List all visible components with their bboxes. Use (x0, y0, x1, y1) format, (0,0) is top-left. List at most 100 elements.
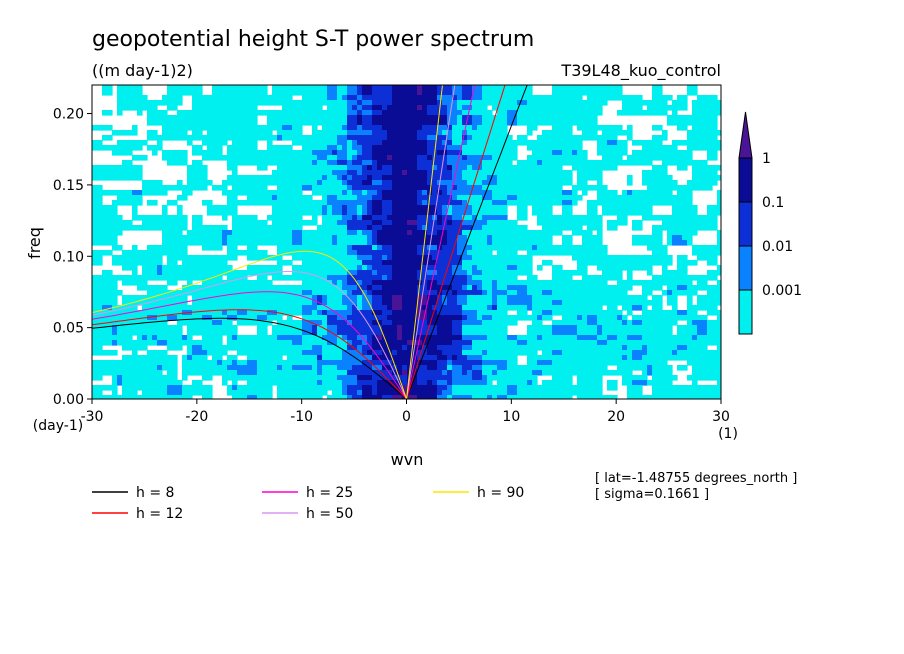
heatmap-cell (342, 235, 348, 241)
heatmap-cell (637, 225, 643, 231)
heatmap-cell (232, 325, 238, 331)
heatmap-cell (547, 110, 553, 116)
heatmap-cell (642, 310, 648, 316)
heatmap-cell (502, 145, 508, 151)
heatmap-cell (352, 185, 358, 191)
heatmap-cell (627, 260, 633, 266)
heatmap-cell (142, 295, 148, 301)
heatmap-cell (412, 90, 418, 96)
heatmap-cell (162, 230, 168, 236)
heatmap-cell (127, 295, 133, 301)
heatmap-cell (157, 145, 163, 151)
heatmap-cell (582, 155, 588, 161)
heatmap-cell (197, 160, 203, 166)
heatmap-cell (257, 165, 263, 171)
heatmap-cell (567, 125, 573, 131)
heatmap-cell (307, 135, 313, 141)
heatmap-cell (562, 145, 568, 151)
heatmap-cell (382, 90, 388, 96)
heatmap-cell (582, 165, 588, 171)
heatmap-cell (337, 215, 343, 221)
heatmap-cell (717, 145, 721, 151)
heatmap-cell (707, 105, 713, 111)
heatmap-cell (682, 200, 688, 206)
heatmap-cell (212, 290, 218, 296)
heatmap-cell (407, 115, 413, 121)
heatmap-cell (417, 175, 423, 181)
heatmap-cell (307, 100, 313, 106)
heatmap-cell (567, 310, 573, 316)
heatmap-cell (147, 215, 153, 221)
heatmap-cell (442, 320, 448, 326)
heatmap-cell (682, 155, 688, 161)
heatmap-cell (402, 135, 408, 141)
heatmap-cell (132, 190, 138, 196)
heatmap-cell (337, 85, 343, 91)
heatmap-cell (207, 120, 213, 126)
heatmap-cell (602, 300, 608, 306)
heatmap-cell (532, 275, 538, 281)
heatmap-cell (627, 155, 633, 161)
heatmap-cell (197, 175, 203, 181)
heatmap-cell (432, 275, 438, 281)
heatmap-cell (332, 130, 338, 136)
heatmap-cell (612, 220, 618, 226)
heatmap-cell (702, 100, 708, 106)
heatmap-cell (387, 115, 393, 121)
heatmap-cell (432, 100, 438, 106)
heatmap-cell (322, 310, 328, 316)
heatmap-cell (212, 320, 218, 326)
heatmap-cell (202, 275, 208, 281)
heatmap-cell (292, 250, 298, 256)
heatmap-cell (717, 285, 721, 291)
heatmap-cell (547, 180, 553, 186)
heatmap-cell (552, 120, 558, 126)
heatmap-cell (542, 280, 548, 286)
heatmap-cell (597, 285, 603, 291)
heatmap-cell (577, 165, 583, 171)
heatmap-cell (497, 285, 503, 291)
heatmap-cell (512, 280, 518, 286)
heatmap-cell (707, 320, 713, 326)
heatmap-cell (652, 310, 658, 316)
heatmap-cell (272, 180, 278, 186)
heatmap-cell (587, 135, 593, 141)
heatmap-cell (527, 275, 533, 281)
heatmap-cell (252, 235, 258, 241)
heatmap-cell (547, 220, 553, 226)
heatmap-cell (587, 310, 593, 316)
heatmap-cell (377, 105, 383, 111)
heatmap-cell (117, 325, 123, 331)
heatmap-cell (377, 155, 383, 161)
heatmap-cell (272, 210, 278, 216)
heatmap-cell (677, 310, 683, 316)
heatmap-cell (302, 95, 308, 101)
heatmap-cell (327, 315, 333, 321)
heatmap-cell (482, 290, 488, 296)
heatmap-cell (387, 140, 393, 146)
heatmap-cell (447, 150, 453, 156)
heatmap-cell (297, 200, 303, 206)
heatmap-cell (587, 280, 593, 286)
heatmap-cell (497, 240, 503, 246)
heatmap-cell (492, 305, 498, 311)
heatmap-cell (652, 225, 658, 231)
heatmap-cell (427, 95, 433, 101)
heatmap-cell (102, 235, 108, 241)
heatmap-cell (567, 100, 573, 106)
heatmap-cell (697, 135, 703, 141)
heatmap-cell (647, 150, 653, 156)
heatmap-cell (707, 220, 713, 226)
heatmap-cell (647, 235, 653, 241)
heatmap-cell (287, 305, 293, 311)
heatmap-cell (482, 120, 488, 126)
heatmap-cell (577, 145, 583, 151)
heatmap-cell (672, 185, 678, 191)
heatmap-cell (292, 105, 298, 111)
heatmap-cell (512, 95, 518, 101)
heatmap-cell (437, 145, 443, 151)
heatmap-cell (182, 315, 188, 321)
heatmap-cell (267, 235, 273, 241)
heatmap-cell (172, 310, 178, 316)
heatmap-cell (462, 240, 468, 246)
